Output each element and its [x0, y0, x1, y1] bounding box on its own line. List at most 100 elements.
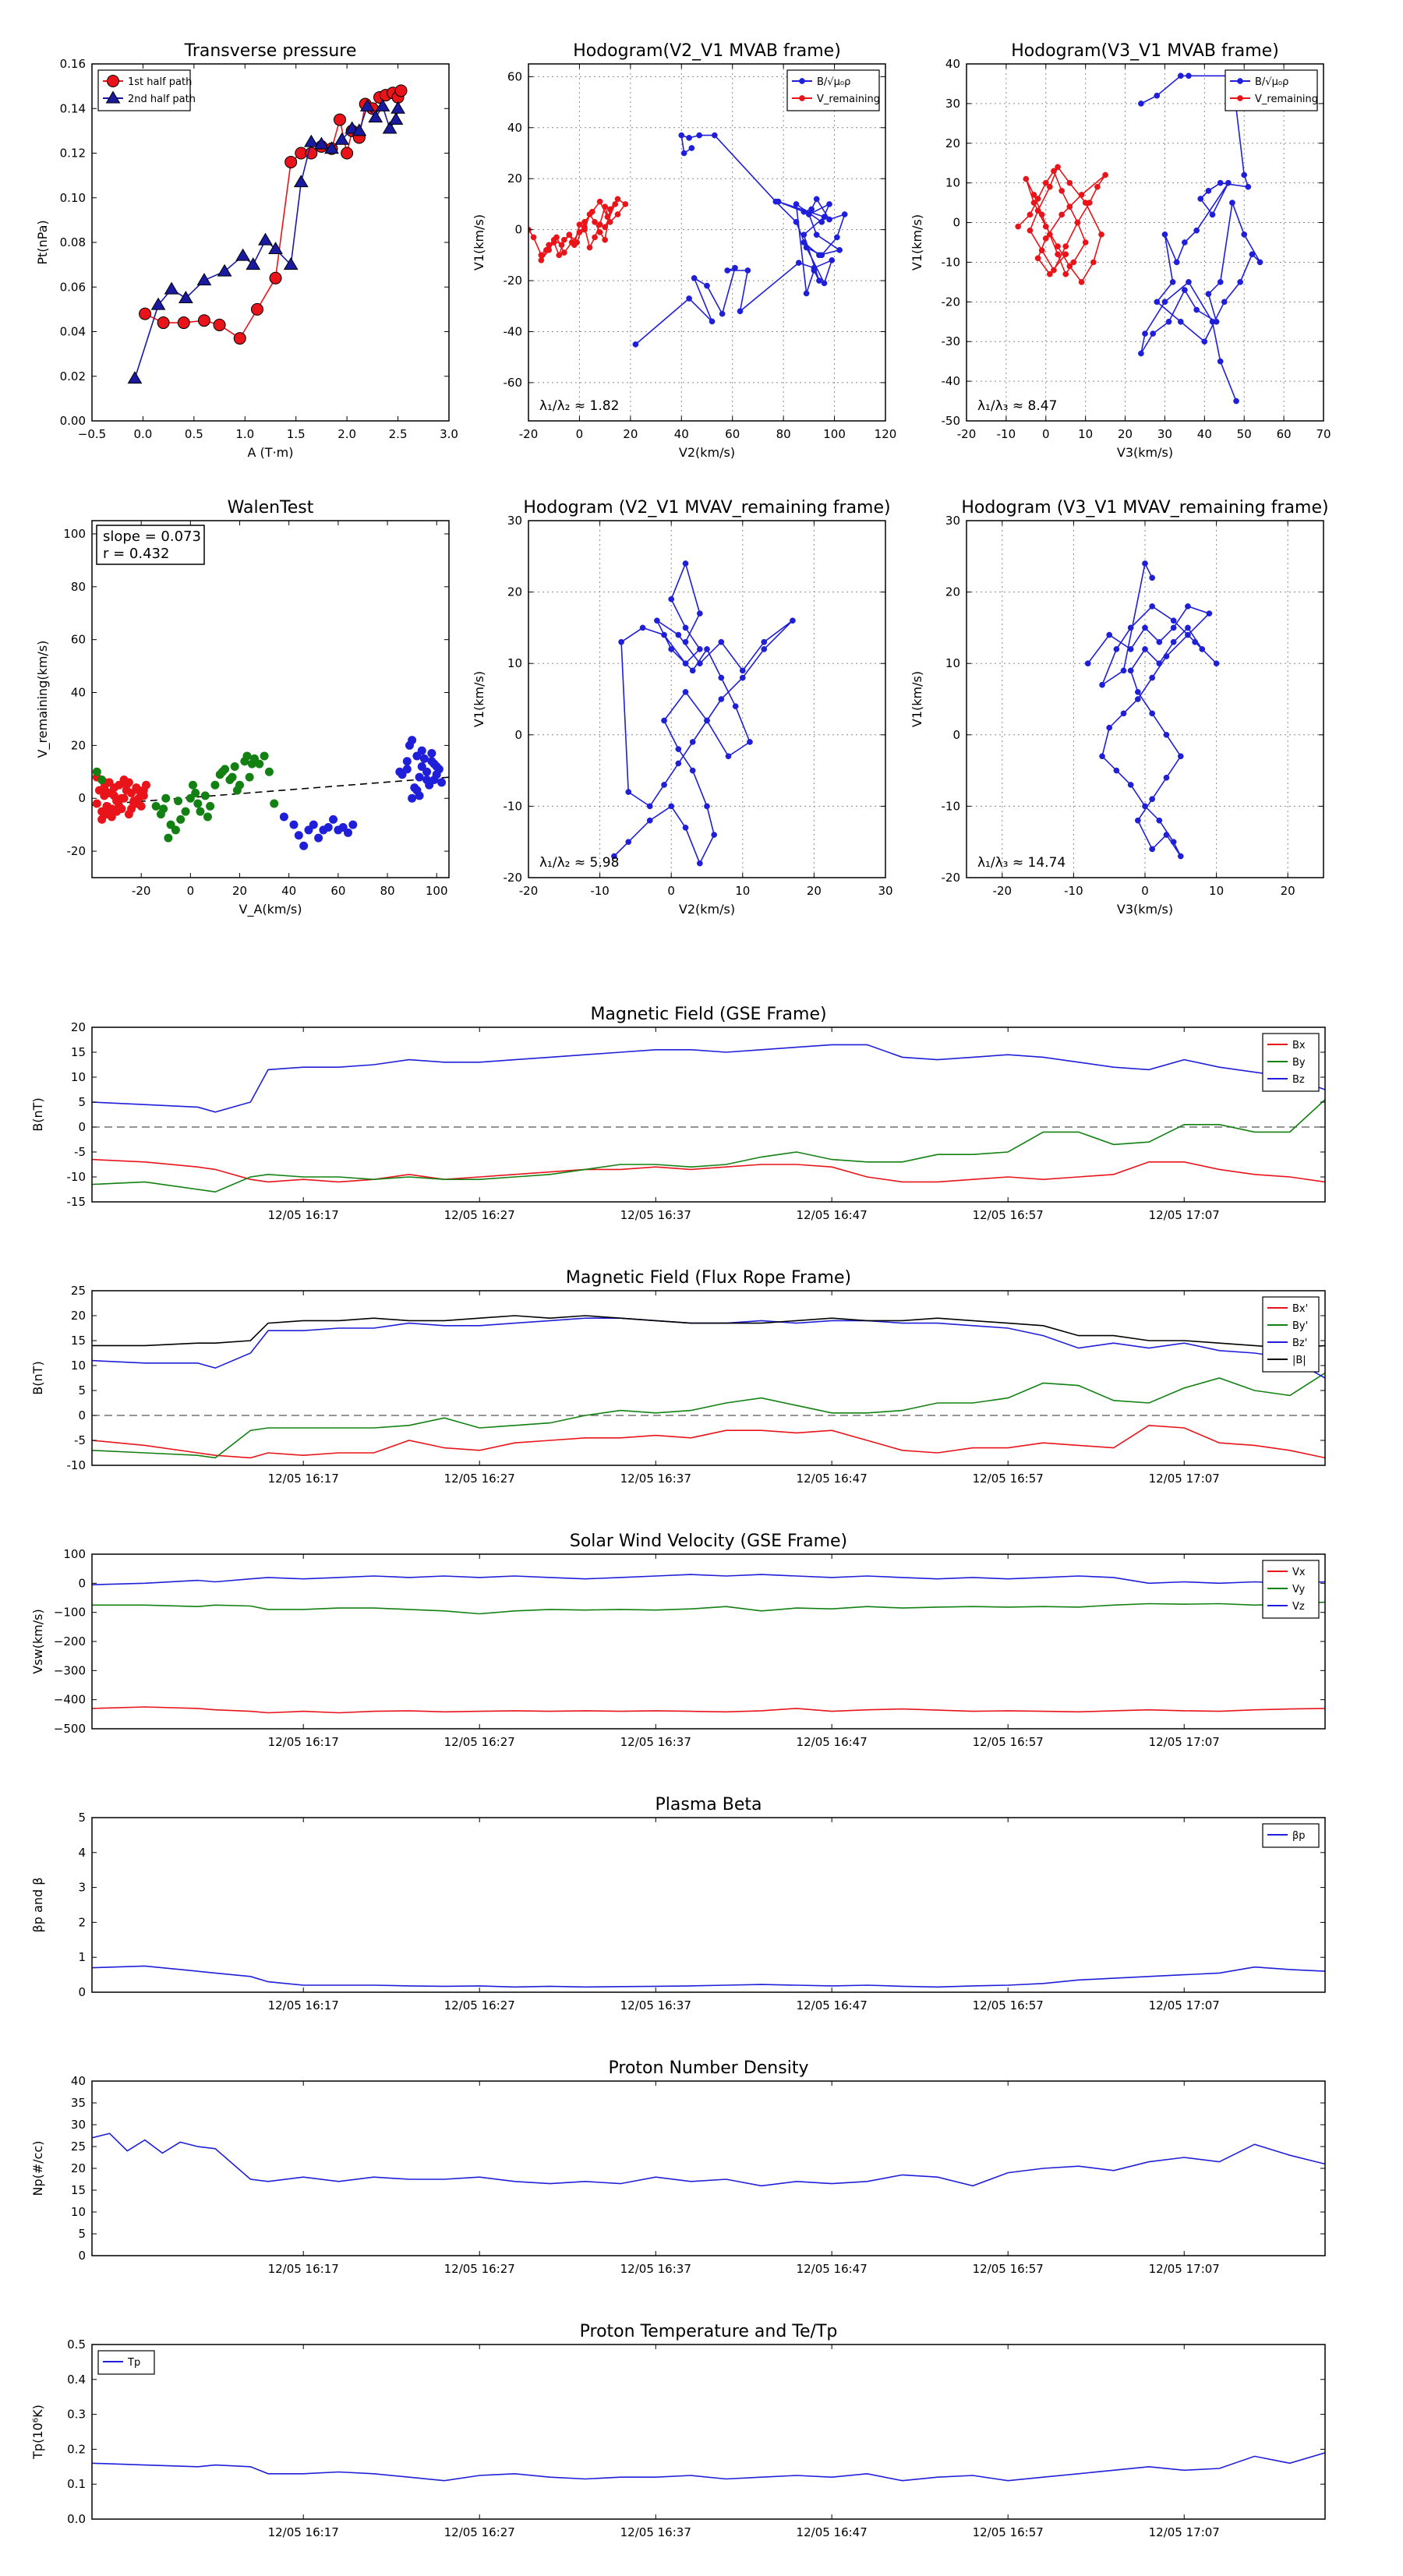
series-0-point-24 — [1149, 796, 1156, 803]
scatter-point-30 — [402, 765, 412, 774]
x-tick-label: 12/05 16:37 — [620, 1998, 691, 2012]
scatter-point-18 — [230, 762, 239, 772]
x-tick-label: -20 — [519, 427, 539, 441]
series-0-point-15 — [732, 703, 739, 710]
series-1st-half-path-point-3 — [197, 314, 210, 327]
chart-h3: Hodogram (V2_V1 MVAV_remaining frame) -20… — [472, 498, 893, 917]
series-b--line — [1140, 75, 1261, 401]
x-tick-label: 12/05 16:57 — [973, 2525, 1044, 2539]
scatter-point-13 — [348, 820, 358, 829]
series-b--point-5 — [719, 310, 726, 317]
series-v-remaining-point-41 — [1062, 251, 1069, 258]
series-0-line — [613, 561, 793, 865]
series--b--line — [92, 1315, 1325, 1349]
scatter-point-36 — [432, 762, 441, 772]
x-tick-label: 12/05 16:27 — [444, 1472, 515, 1486]
series-0-point-41 — [682, 624, 689, 631]
x-tick-label: 40 — [674, 427, 689, 441]
series-v-remaining-point-30 — [1051, 267, 1057, 274]
x-tick-label: 40 — [281, 884, 296, 898]
series-b--point-10 — [1209, 211, 1216, 218]
series-1st-half-path-point-7 — [269, 271, 282, 284]
series-b--point-29 — [1193, 306, 1200, 313]
scatter-point-31 — [115, 801, 124, 811]
scatter-point-7 — [176, 814, 186, 824]
x-tick-label: 12/05 16:17 — [268, 2262, 339, 2276]
x-tick-label: 1.0 — [235, 427, 254, 441]
x-tick-label: 12/05 17:07 — [1149, 2525, 1220, 2539]
chart-title: Magnetic Field (GSE Frame) — [590, 1005, 826, 1024]
series-bx-line — [92, 1158, 1325, 1183]
plot-frame — [91, 2080, 1326, 2256]
scatter-point-0 — [92, 799, 101, 808]
series-v-remaining-point-35 — [574, 239, 581, 246]
series-1st-half-path-point-4 — [213, 318, 226, 331]
series-vx — [92, 1706, 1325, 1714]
plot-frame — [966, 63, 1324, 422]
y-tick-label: 0.02 — [60, 369, 86, 383]
x-tick-label: 12/05 16:27 — [444, 1735, 515, 1749]
y-axis-label: V_remaining(km/s) — [35, 641, 51, 758]
series-b--point-19 — [826, 201, 832, 207]
series-0-point-32 — [675, 760, 682, 767]
series-1st-half-path-point-8 — [284, 155, 298, 168]
series-2nd-half-path-point-12 — [303, 134, 319, 147]
scatter-point-34 — [422, 775, 432, 784]
series-v-remaining-point-39 — [604, 214, 611, 221]
series-v-remaining-point-27 — [1034, 207, 1041, 214]
y-tick-label: -15 — [67, 1195, 87, 1209]
series-bx — [92, 1158, 1325, 1183]
chart-ts5: Proton Number Density 12/05 16:17 12/05 16… — [30, 2058, 1326, 2276]
series-0-point-15 — [1113, 767, 1120, 774]
series-b--point-39 — [1233, 398, 1239, 405]
series-b--point-3 — [1186, 72, 1192, 80]
legend-label: Bx' — [1292, 1303, 1308, 1315]
series-0-point-13 — [1106, 724, 1113, 731]
x-tick-label: 40 — [1197, 427, 1212, 441]
scatter-point-31 — [217, 767, 227, 776]
scatter-point-1 — [289, 820, 299, 829]
legend: B/√μ₀ρ V_remaining — [1225, 69, 1318, 111]
series-2nd-half-path-point-10 — [283, 257, 299, 270]
series-vz-line — [92, 1574, 1325, 1585]
series-0-point-19 — [1170, 839, 1177, 846]
series-v-remaining-point-40 — [1047, 270, 1053, 277]
series-b--point-11 — [1225, 179, 1232, 186]
series-v-remaining-point-21 — [596, 221, 603, 228]
series-0-point-7 — [1206, 610, 1213, 617]
series-v-remaining-point-16 — [1030, 200, 1037, 206]
series-0-point-34 — [646, 803, 653, 810]
y-tick-label: 30 — [945, 97, 960, 111]
series--p-line — [92, 1965, 1325, 1988]
series-0-point-4 — [1156, 638, 1163, 645]
y-axis-label: V1(km/s) — [472, 214, 486, 270]
series-0-point-9 — [1163, 653, 1170, 659]
series-0 — [611, 560, 796, 867]
series-v-remaining-point-37 — [588, 208, 595, 215]
series-0-point-2 — [1127, 646, 1134, 652]
x-tick-label: 12/05 16:57 — [973, 2262, 1044, 2276]
series-v-remaining-point-29 — [1038, 247, 1045, 254]
x-tick-label: 12/05 16:37 — [620, 1208, 691, 1222]
scatter-point-37 — [117, 793, 126, 803]
x-tick-label: 0.5 — [185, 427, 203, 441]
series-b--point-35 — [803, 244, 810, 251]
series-0-point-33 — [661, 782, 667, 788]
y-axis-label: Np(#/cc) — [30, 2141, 45, 2196]
series-vy — [92, 1601, 1325, 1615]
legend-label: |B| — [1292, 1355, 1306, 1366]
series-b--point-22 — [803, 290, 810, 297]
series-b--point-18 — [806, 211, 812, 217]
series-0-point-14 — [747, 739, 753, 745]
x-axis-label: V_A(km/s) — [239, 902, 302, 917]
scatter-point-39 — [132, 799, 141, 808]
series-0-point-40 — [1127, 624, 1134, 631]
legend: B/√μ₀ρ V_remaining — [786, 69, 880, 111]
scatter-point-6 — [171, 825, 180, 835]
series-b--point-21 — [1237, 279, 1243, 285]
y-tick-label: 40 — [507, 121, 522, 135]
chart-title: Proton Temperature and Te/Tp — [580, 2322, 838, 2341]
series-0-point-10 — [661, 717, 667, 724]
series-b--point-18 — [1177, 318, 1184, 325]
x-tick-label: 0.0 — [133, 427, 152, 441]
